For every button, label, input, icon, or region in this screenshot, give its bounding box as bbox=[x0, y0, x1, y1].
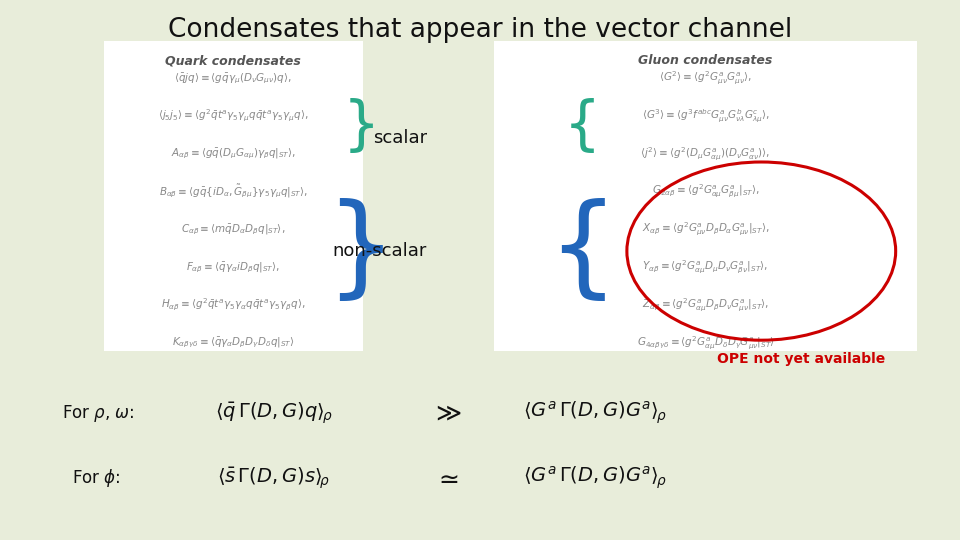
Text: $B_{\alpha\beta} \equiv \langle g\bar{q}\{iD_\alpha,\tilde{G}_{\beta\mu}\}\gamma: $B_{\alpha\beta} \equiv \langle g\bar{q}… bbox=[158, 183, 308, 200]
Text: }: } bbox=[325, 198, 396, 305]
Text: $\langle \bar{s}\,\Gamma(D,G)s\rangle_{\!\rho}$: $\langle \bar{s}\,\Gamma(D,G)s\rangle_{\… bbox=[217, 465, 330, 491]
Text: $H_{\alpha\beta} \equiv \langle g^2\bar{q}t^a\gamma_5\gamma_\alpha q\bar{q}t^a\g: $H_{\alpha\beta} \equiv \langle g^2\bar{… bbox=[161, 297, 305, 313]
Text: $\gg$: $\gg$ bbox=[431, 401, 462, 425]
Text: $Y_{\alpha\beta} \equiv \langle g^2 G^a_{\alpha\mu}D_\mu D_\nu G^a_{\beta\nu}|_{: $Y_{\alpha\beta} \equiv \langle g^2 G^a_… bbox=[642, 259, 769, 276]
Text: scalar: scalar bbox=[373, 129, 427, 147]
Text: $A_{\alpha\beta} \equiv \langle g\bar{q}(D_\mu G_{\alpha\mu})\gamma_\beta q|_{ST: $A_{\alpha\beta} \equiv \langle g\bar{q}… bbox=[171, 147, 296, 161]
Text: $\langle G^a\,\Gamma(D,G)G^a\rangle_{\!\rho}$: $\langle G^a\,\Gamma(D,G)G^a\rangle_{\!\… bbox=[523, 400, 667, 427]
Text: }: } bbox=[343, 98, 379, 156]
Text: $G_{4\alpha\beta\gamma\delta} \equiv \langle g^2 G^a_{\alpha\mu}D_\delta D_\gamm: $G_{4\alpha\beta\gamma\delta} \equiv \la… bbox=[636, 334, 775, 352]
Text: Quark condensates: Quark condensates bbox=[165, 54, 301, 67]
Text: For $\rho$, $\omega$:: For $\rho$, $\omega$: bbox=[62, 403, 135, 423]
Text: $\langle\bar{q}jq\rangle \equiv \langle g\bar{q}\gamma_\mu(D_\nu G_{\mu\nu})q\ra: $\langle\bar{q}jq\rangle \equiv \langle … bbox=[175, 71, 292, 85]
Text: For $\phi$:: For $\phi$: bbox=[72, 467, 121, 489]
Text: $C_{\alpha\beta} \equiv \langle m\bar{q}D_\alpha D_\beta q|_{ST}\rangle,$: $C_{\alpha\beta} \equiv \langle m\bar{q}… bbox=[181, 222, 285, 237]
Text: Gluon condensates: Gluon condensates bbox=[638, 54, 773, 67]
Text: $\langle j^2\rangle \equiv \langle g^2(D_\mu G^a_{\alpha\mu})(D_\nu G^a_{\alpha\: $\langle j^2\rangle \equiv \langle g^2(D… bbox=[640, 145, 771, 163]
Text: Condensates that appear in the vector channel: Condensates that appear in the vector ch… bbox=[168, 17, 792, 43]
FancyBboxPatch shape bbox=[494, 40, 917, 351]
Text: $G_{2\alpha\beta} \equiv \langle g^2 G^a_{\alpha\mu}G^a_{\beta\mu}|_{ST}\rangle,: $G_{2\alpha\beta} \equiv \langle g^2 G^a… bbox=[652, 183, 759, 200]
Text: $\langle G^3\rangle \equiv \langle g^3 f^{abc}G^a_{\mu\nu}G^b_{\nu\lambda}G^c_{\: $\langle G^3\rangle \equiv \langle g^3 f… bbox=[641, 107, 770, 125]
Text: $\langle j_5 j_5\rangle \equiv \langle g^2\bar{q}t^a\gamma_5\gamma_\mu q\bar{q}t: $\langle j_5 j_5\rangle \equiv \langle g… bbox=[158, 108, 308, 124]
Text: $\simeq$: $\simeq$ bbox=[434, 466, 459, 490]
FancyBboxPatch shape bbox=[104, 40, 363, 351]
Text: $K_{\alpha\beta\gamma\delta} \equiv \langle\bar{q}\gamma_\alpha D_\beta D_\gamma: $K_{\alpha\beta\gamma\delta} \equiv \lan… bbox=[172, 336, 295, 350]
Text: $X_{\alpha\beta} \equiv \langle g^2 G^a_{\mu\nu}D_\beta D_\alpha G^a_{\mu\nu}|_{: $X_{\alpha\beta} \equiv \langle g^2 G^a_… bbox=[642, 221, 769, 238]
Text: {: { bbox=[547, 198, 618, 305]
Text: non-scalar: non-scalar bbox=[332, 242, 426, 260]
Text: $\langle \bar{q}\,\Gamma(D,G)q\rangle_{\!\rho}$: $\langle \bar{q}\,\Gamma(D,G)q\rangle_{\… bbox=[215, 400, 332, 426]
Text: $\langle G^2\rangle \equiv \langle g^2 G^a_{\mu\nu}G^a_{\mu\nu}\rangle,$: $\langle G^2\rangle \equiv \langle g^2 G… bbox=[660, 70, 752, 87]
Text: $F_{\alpha\beta} \equiv \langle\bar{q}\gamma_\alpha iD_\beta q|_{ST}\rangle,$: $F_{\alpha\beta} \equiv \langle\bar{q}\g… bbox=[186, 260, 280, 274]
Text: $\langle G^a\,\Gamma(D,G)G^a\rangle_{\!\rho}$: $\langle G^a\,\Gamma(D,G)G^a\rangle_{\!\… bbox=[523, 464, 667, 491]
Text: {: { bbox=[564, 98, 601, 156]
Text: $Z_{\alpha\beta} \equiv \langle g^2 G^a_{\alpha\mu}D_\beta D_\nu G^a_{\mu\nu}|_{: $Z_{\alpha\beta} \equiv \langle g^2 G^a_… bbox=[642, 296, 769, 314]
Text: OPE not yet available: OPE not yet available bbox=[717, 352, 886, 366]
